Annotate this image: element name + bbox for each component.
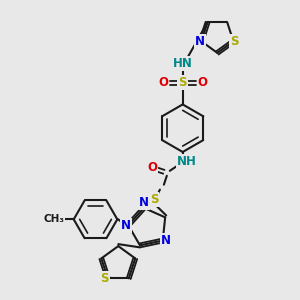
Text: CH₃: CH₃ — [44, 214, 64, 224]
Text: O: O — [158, 76, 168, 89]
Text: N: N — [161, 234, 171, 247]
Text: S: S — [100, 272, 109, 285]
Text: HN: HN — [173, 57, 193, 70]
Text: S: S — [150, 193, 158, 206]
Text: N: N — [195, 35, 206, 48]
Text: S: S — [230, 35, 238, 48]
Text: S: S — [178, 76, 187, 89]
Text: O: O — [147, 161, 157, 174]
Text: N: N — [139, 196, 149, 209]
Text: N: N — [121, 219, 131, 232]
Text: NH: NH — [177, 155, 196, 168]
Text: O: O — [197, 76, 208, 89]
